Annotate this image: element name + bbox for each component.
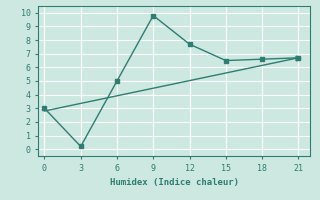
X-axis label: Humidex (Indice chaleur): Humidex (Indice chaleur) <box>110 178 239 187</box>
